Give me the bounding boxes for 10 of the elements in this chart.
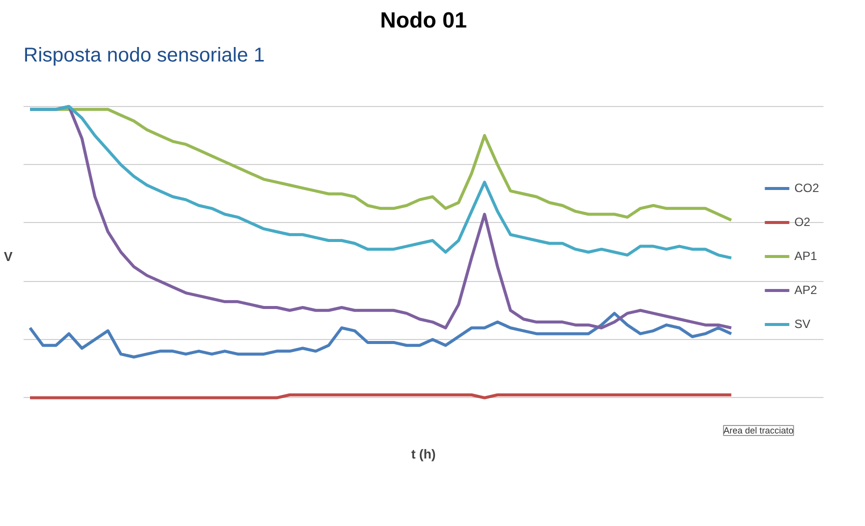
chart-title: Nodo 01 [380, 8, 467, 32]
legend-label: O2 [794, 215, 812, 229]
legend-label: AP1 [794, 249, 817, 263]
x-axis-title: t (h) [411, 446, 436, 462]
text: Area del tracciato [724, 426, 794, 436]
legend-label: AP2 [794, 283, 817, 297]
legend-label: CO2 [794, 181, 819, 195]
chart-subtitle: Risposta nodo sensoriale 1 [24, 44, 265, 66]
legend-label: SV [794, 317, 812, 331]
y-axis-title: V [4, 249, 13, 264]
